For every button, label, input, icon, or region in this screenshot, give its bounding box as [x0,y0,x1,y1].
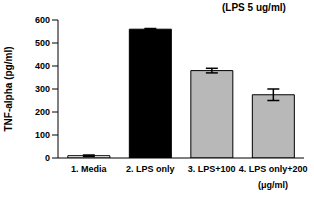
svg-text:600: 600 [35,15,50,25]
svg-text:1. Media: 1. Media [71,164,108,174]
html-text:(LPS 5 ug/ml): (LPS 5 ug/ml) [222,2,286,13]
svg-text:2. LPS only: 2. LPS only [126,164,175,174]
svg-text:200: 200 [35,107,50,117]
svg-text:4. LPS only+200: 4. LPS only+200 [239,164,306,174]
svg-text:500: 500 [35,38,50,48]
svg-text:TNF-alpha (pg/ml): TNF-alpha (pg/ml) [8,47,14,132]
svg-text:100: 100 [35,130,50,140]
svg-text:400: 400 [35,61,50,71]
svg-text:3. LPS+100: 3. LPS+100 [188,164,236,174]
html-text:(μg/ml): (μg/ml) [258,180,288,190]
svg-text:300: 300 [35,84,50,94]
svg-text:0: 0 [45,153,50,163]
